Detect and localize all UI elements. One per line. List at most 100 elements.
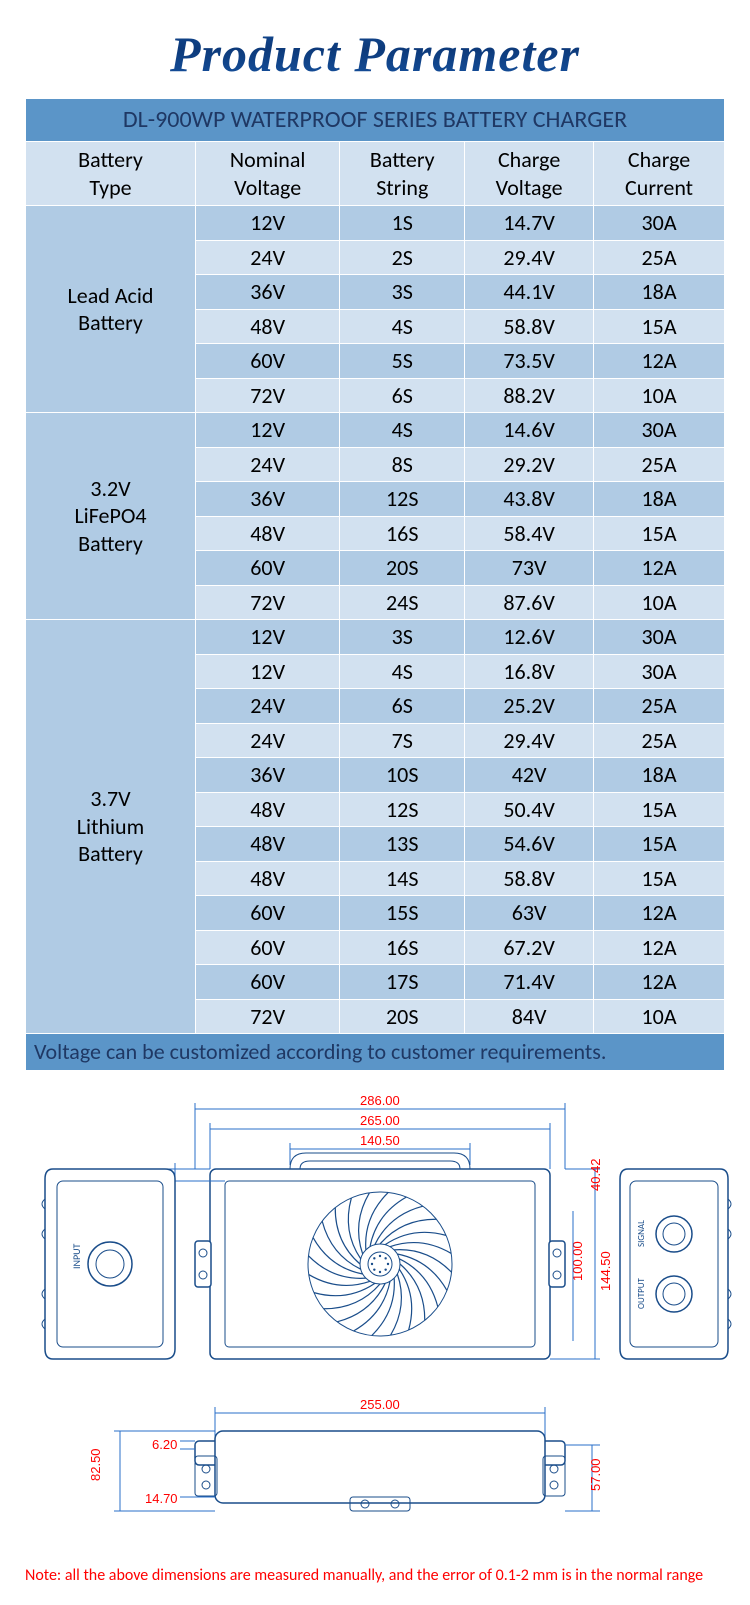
cell: 60V [196,551,340,586]
cell: 15A [594,827,725,862]
cell: 15A [594,861,725,896]
cell: 50.4V [465,792,594,827]
cell: 73.5V [465,344,594,379]
cell: 36V [196,275,340,310]
cell: 10S [340,758,465,793]
dim-right1: 40.42 [588,1158,603,1191]
cell: 72V [196,999,340,1034]
cell: 12A [594,965,725,1000]
cell: 14S [340,861,465,896]
cell: 48V [196,827,340,862]
dim-right3: 144.50 [598,1251,613,1291]
table-title-row: DL-900WP WATERPROOF SERIES BATTERY CHARG… [26,99,725,142]
cell: 36V [196,758,340,793]
cell: 84V [465,999,594,1034]
cell: 6S [340,378,465,413]
cell: 3S [340,620,465,655]
cell: 72V [196,378,340,413]
cell: 15A [594,792,725,827]
cell: 58.8V [465,309,594,344]
table-header-row: BatteryTypeNominalVoltageBatteryStringCh… [26,142,725,206]
cell: 42V [465,758,594,793]
dim-side-h: 82.50 [88,1448,103,1481]
dim-side-h2: 57.00 [588,1458,603,1491]
group-label: Lead AcidBattery [26,206,196,413]
cell: 15A [594,516,725,551]
cell: 30A [594,654,725,689]
cell: 43.8V [465,482,594,517]
label-input: INPUT [70,1243,83,1269]
cell: 12S [340,482,465,517]
cell: 2S [340,240,465,275]
cell: 12A [594,896,725,931]
cell: 13S [340,827,465,862]
cell: 24S [340,585,465,620]
table-row: 3.2VLiFePO4Battery12V4S14.6V30A [26,413,725,448]
cell: 5S [340,344,465,379]
cell: 8S [340,447,465,482]
cell: 30A [594,413,725,448]
col-header: BatteryType [26,142,196,206]
spec-table-container: DL-900WP WATERPROOF SERIES BATTERY CHARG… [0,98,750,1071]
cell: 18A [594,482,725,517]
group-label: 3.2VLiFePO4Battery [26,413,196,620]
table-row: Lead AcidBattery12V1S14.7V30A [26,206,725,241]
cell: 60V [196,344,340,379]
cell: 6S [340,689,465,724]
cell: 73V [465,551,594,586]
cell: 16S [340,930,465,965]
table-footnote-row: Voltage can be customized according to c… [26,1034,725,1071]
cell: 25A [594,240,725,275]
cell: 67.2V [465,930,594,965]
cell: 16S [340,516,465,551]
cell: 44.1V [465,275,594,310]
dim-bottom-off: 14.70 [145,1491,178,1506]
col-header: ChargeCurrent [594,142,725,206]
cell: 25A [594,689,725,724]
cell: 24V [196,447,340,482]
cell: 12V [196,654,340,689]
cell: 12A [594,344,725,379]
table-title: DL-900WP WATERPROOF SERIES BATTERY CHARG… [26,99,725,142]
cell: 4S [340,654,465,689]
cell: 24V [196,689,340,724]
col-header: NominalVoltage [196,142,340,206]
cell: 29.4V [465,240,594,275]
cell: 12V [196,413,340,448]
cell: 12.6V [465,620,594,655]
cell: 20S [340,551,465,586]
cell: 16.8V [465,654,594,689]
cell: 60V [196,930,340,965]
cell: 48V [196,516,340,551]
cell: 48V [196,861,340,896]
cell: 12S [340,792,465,827]
cell: 63V [465,896,594,931]
cell: 10A [594,585,725,620]
cell: 72V [196,585,340,620]
cell: 12A [594,551,725,586]
cell: 14.7V [465,206,594,241]
cell: 71.4V [465,965,594,1000]
cell: 88.2V [465,378,594,413]
cell: 20S [340,999,465,1034]
cell: 25A [594,723,725,758]
cell: 48V [196,792,340,827]
dim-bottom-w: 255.00 [360,1397,400,1412]
cell: 1S [340,206,465,241]
cell: 10A [594,378,725,413]
table-footnote: Voltage can be customized according to c… [26,1034,725,1071]
label-output: OUTPUT [636,1277,647,1309]
cell: 12V [196,206,340,241]
cell: 10A [594,999,725,1034]
cell: 15A [594,309,725,344]
spec-table: DL-900WP WATERPROOF SERIES BATTERY CHARG… [25,98,725,1071]
cell: 12A [594,930,725,965]
dim-bottom-h: 6.20 [152,1437,177,1452]
cell: 14.6V [465,413,594,448]
page-title: Product Parameter [0,0,750,98]
dim-top1: 286.00 [360,1093,400,1108]
cell: 30A [594,620,725,655]
cell: 4S [340,309,465,344]
cell: 3S [340,275,465,310]
table-row: 3.7VLithiumBattery12V3S12.6V30A [26,620,725,655]
